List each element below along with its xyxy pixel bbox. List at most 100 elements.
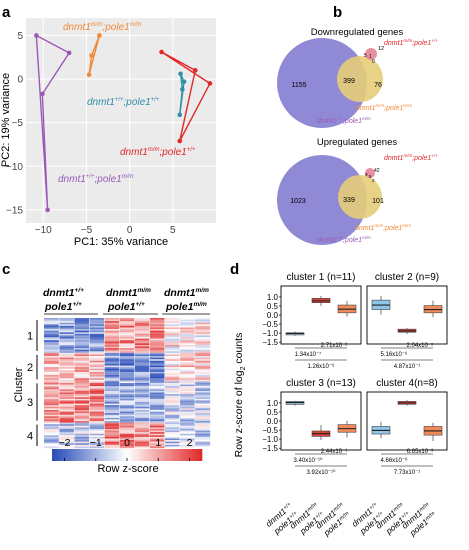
heatmap-cell: [59, 432, 75, 434]
boxplot-panel: cluster 2 (n=9) 5.16x10⁻⁶ 2.04x10⁻⁵ 4.87x10…: [366, 272, 448, 370]
heatmap-cell: [104, 319, 120, 322]
heatmap-cell: [164, 400, 181, 403]
heatmap-cell: [149, 422, 165, 425]
heatmap-cell: [149, 376, 165, 379]
heatmap-cell: [194, 441, 211, 444]
heatmap-cell: [164, 438, 181, 441]
heatmap-cell: [149, 432, 165, 434]
boxplot-ytick-label: −0.5: [262, 426, 278, 435]
heatmap-cell: [194, 324, 211, 327]
heatmap-cell: [194, 405, 211, 407]
heatmap-cell: [74, 394, 90, 396]
heatmap-cell: [74, 332, 90, 335]
heatmap-cell: [149, 360, 165, 363]
heatmap-cell: [194, 389, 211, 392]
boxplot-x-label-gt1: +/+: [368, 501, 379, 511]
heatmap-cell: [179, 389, 196, 392]
colorbar-segment: [172, 449, 175, 461]
heatmap-cell: [134, 365, 150, 368]
heatmap-cell: [134, 424, 150, 427]
heatmap-cell: [149, 375, 165, 377]
heatmap-cell: [164, 379, 181, 382]
heatmap-cell: [134, 427, 150, 430]
heatmap-cell: [134, 394, 150, 396]
heatmap-cell: [104, 321, 120, 323]
heatmap-cell: [179, 430, 196, 433]
heatmap-cell: [74, 319, 90, 322]
heatmap-cell: [164, 357, 181, 360]
heatmap-cell: [149, 409, 165, 412]
venn-down-label-pole: dnmt1+/+;pole1m/m: [317, 116, 371, 125]
heatmap-cell: [44, 438, 60, 441]
heatmap-cell: [44, 321, 60, 323]
heatmap-cell: [179, 432, 196, 434]
heatmap-cell: [89, 344, 105, 347]
colorbar-tick-label: −2: [59, 437, 71, 449]
heatmap-cell: [194, 321, 211, 323]
heatmap-cell: [74, 432, 90, 434]
heatmap-cell: [134, 441, 150, 444]
colorbar-segment: [62, 449, 65, 461]
heatmap-cell: [104, 349, 120, 352]
heatmap-cell: [194, 344, 211, 347]
heatmap-cell: [44, 368, 60, 371]
heatmap-cell: [164, 376, 181, 379]
heatmap-cell: [149, 416, 165, 419]
colorbar-segment: [147, 449, 150, 461]
heatmap-cell: [119, 378, 135, 381]
heatmap-cell: [104, 371, 120, 374]
heatmap-cell: [74, 346, 90, 349]
heatmap-cell: [134, 349, 150, 352]
heatmap-cell: [44, 340, 60, 342]
heatmap-cell: [134, 384, 150, 387]
heatmap-cell: [74, 428, 90, 431]
heatmap-cell: [179, 394, 196, 396]
heatmap-cell: [59, 424, 75, 427]
boxplot-ytick-label: −0.5: [262, 320, 278, 329]
heatmap-cell: [149, 421, 165, 423]
heatmap-cell: [119, 365, 135, 368]
heatmap-cell: [194, 346, 211, 349]
boxplot-pvalue: 6.65x10⁻³: [407, 449, 434, 455]
heatmap-cell: [59, 390, 75, 393]
heatmap-cell: [59, 389, 75, 392]
heatmap-cluster-label: Cluster: [13, 367, 25, 402]
heatmap-cell: [104, 351, 120, 354]
heatmap-cell: [89, 433, 105, 436]
heatmap-col1-gt2: +/+: [72, 301, 82, 308]
heatmap-cell: [89, 402, 105, 404]
heatmap-cell: [89, 408, 105, 411]
heatmap-cell: [74, 337, 90, 339]
venn-down-circle-pole: [277, 38, 367, 128]
pca-label-wt: dnmt1+/+;pole1+/+: [87, 97, 160, 108]
heatmap-cell: [179, 379, 196, 382]
heatmap-cell: [134, 387, 150, 390]
heatmap-cell: [44, 344, 60, 347]
heatmap-cell: [104, 341, 120, 344]
heatmap-cell: [179, 322, 196, 325]
colorbar-segment: [109, 449, 113, 461]
heatmap-cell: [134, 398, 150, 401]
heatmap-cell: [164, 430, 181, 433]
heatmap-cell: [134, 363, 150, 366]
heatmap-cell: [44, 381, 60, 384]
pca-point: [86, 72, 92, 78]
heatmap-cell: [59, 405, 75, 407]
pca-label-pole: dnmt1+/+;pole1m/m: [58, 174, 133, 185]
heatmap-cell: [134, 446, 150, 449]
colorbar-segment: [59, 449, 63, 461]
pca-ylabel: PC2: 19% variance: [0, 73, 12, 167]
heatmap-cell: [164, 422, 181, 425]
heatmap-col2-line1: dnmt1m/m: [106, 287, 151, 299]
heatmap-cell: [194, 363, 211, 366]
venn-down-count-c: 1: [369, 54, 372, 60]
heatmap-cell: [89, 435, 105, 438]
heatmap-cell: [194, 351, 211, 354]
pca-point: [97, 33, 102, 38]
heatmap-cell: [74, 381, 90, 384]
heatmap-cell: [194, 428, 211, 431]
heatmap-cell: [59, 365, 75, 368]
heatmap-cell: [179, 346, 196, 349]
heatmap-cell: [59, 332, 75, 335]
heatmap-cell: [74, 343, 90, 346]
